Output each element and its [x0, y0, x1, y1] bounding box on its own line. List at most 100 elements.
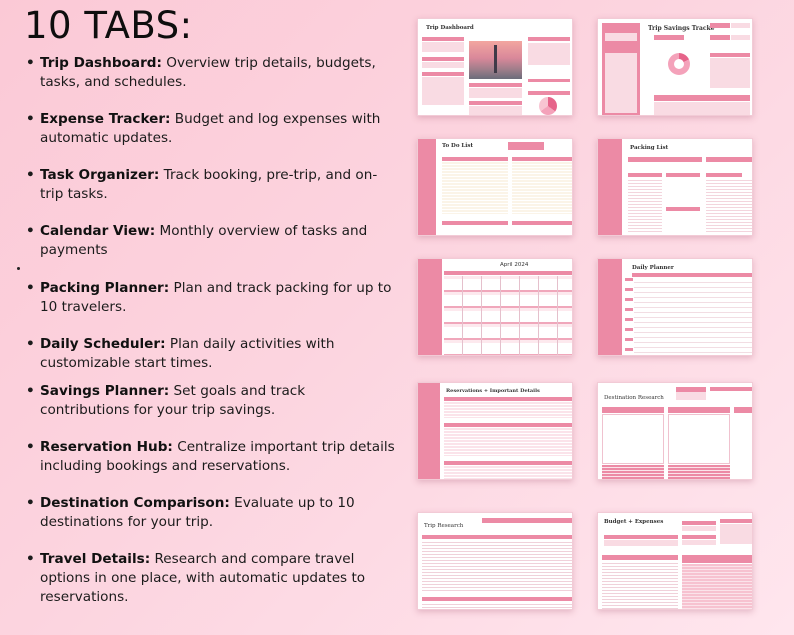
left-to-spend-header [682, 535, 716, 539]
destination-2-header [668, 407, 730, 413]
feature-name: Reservation Hub: [40, 439, 173, 455]
bullet-icon: • [26, 111, 35, 127]
time-column [625, 278, 633, 355]
header-bar [422, 57, 464, 61]
feature-task-organizer: • Task Organizer: Track booking, pre-tri… [26, 166, 396, 204]
bullet-icon: • [26, 336, 35, 352]
bullet-icon: • [26, 280, 35, 296]
feature-packing-planner: • Packing Planner: Plan and track packin… [26, 279, 396, 317]
destination-3-header [734, 407, 752, 413]
sidebar [418, 139, 436, 235]
feature-name: Trip Dashboard: [40, 55, 162, 71]
flights-table [422, 540, 572, 592]
header-bar [528, 91, 570, 95]
feature-name: Travel Details: [40, 551, 151, 567]
sidebar [598, 259, 622, 355]
page-heading: 10 TABS: [24, 4, 193, 47]
clothing-header [628, 173, 662, 177]
accommodation-table [422, 602, 572, 609]
eiffel-tower-icon [494, 45, 497, 73]
expenses-header [682, 555, 752, 563]
feature-daily-scheduler: • Daily Scheduler: Plan daily activities… [26, 335, 396, 373]
budget-table [422, 77, 464, 105]
thumbnail-title: Daily Planner [632, 265, 674, 271]
feature-reservation-hub: • Reservation Hub: Centralize important … [26, 438, 396, 476]
sidebar [598, 139, 622, 235]
budget-overview-header [602, 555, 678, 560]
misc-header [512, 221, 572, 225]
global-ranking-header [710, 387, 752, 391]
feature-desc: Track booking, pre-trip, and on-trip tas… [40, 167, 378, 202]
feature-desc: Plan and track packing for up to 10 trav… [40, 280, 392, 315]
countdown-block [422, 62, 464, 68]
sidebar [418, 259, 442, 355]
feature-name: Daily Scheduler: [40, 336, 166, 352]
calendar-columns [444, 276, 572, 355]
trip-dates-header [604, 535, 678, 539]
feature-desc: Centralize important trip details includ… [40, 439, 395, 474]
thumbnail-trip-research: Trip Research [417, 512, 573, 610]
header-bar [469, 83, 522, 87]
budget-overview-table [602, 561, 678, 609]
feature-trip-dashboard: • Trip Dashboard: Overview trip details,… [26, 54, 396, 92]
accommodation-header [444, 397, 572, 401]
feature-calendar-view: • Calendar View: Monthly overview of tas… [26, 222, 396, 260]
bullet-icon: • [26, 495, 35, 511]
reservations-header [512, 157, 572, 161]
stats-block [508, 142, 544, 150]
expenses-log [682, 564, 752, 609]
destination-2-notes [668, 414, 730, 464]
thumbnail-title: To Do List [442, 143, 473, 149]
thumbnail-destination-research: Destination Research [597, 382, 753, 480]
accommodation-table [444, 402, 572, 418]
feature-name: Expense Tracker: [40, 111, 171, 127]
tasks-block [469, 88, 522, 98]
traveler-1-header [628, 157, 702, 162]
restaurants-header [444, 461, 572, 465]
electronics-header [666, 207, 700, 211]
before-trip-header [442, 157, 508, 161]
donut-hole [674, 59, 684, 69]
flights-table [444, 428, 572, 456]
left-to-save-label [710, 35, 730, 40]
day-header [632, 273, 752, 277]
sidebar-item [605, 33, 637, 41]
reservations-table [512, 162, 572, 214]
destination-1-header [602, 407, 664, 413]
payment-log-header [654, 95, 750, 101]
thumbnail-title: Trip Dashboard [426, 25, 474, 31]
total-saved-label [710, 23, 730, 28]
pie-chart-icon [539, 97, 557, 115]
thumbnail-title: Reservations + Important Details [446, 388, 540, 394]
thumbnail-title: April 2024 [500, 262, 529, 268]
flights-header [444, 423, 572, 427]
feature-desc: Research and compare travel options in o… [40, 551, 366, 605]
feature-destination-comparison: • Destination Comparison: Evaluate up to… [26, 494, 396, 532]
feature-desc: Monthly overview of tasks and payments [40, 223, 368, 258]
feature-desc: Evaluate up to 10 destinations for your … [40, 495, 355, 530]
total-budget-header [682, 521, 716, 525]
toiletries-header [666, 173, 700, 177]
feature-name: Calendar View: [40, 223, 156, 239]
total-budget-value [682, 526, 716, 531]
feature-travel-details: • Travel Details: Research and compare t… [26, 550, 396, 607]
day-before-header [442, 221, 508, 225]
destination-1-ratings [602, 465, 664, 479]
quick-links [605, 53, 637, 113]
thumbnail-calendar: April 2024 [417, 258, 573, 356]
summary-header [482, 518, 572, 523]
thumbnail-budget-expenses: Budget + Expenses [597, 512, 753, 610]
bullet-icon: • [26, 551, 35, 567]
header-bar [469, 101, 522, 105]
feature-desc: Budget and log expenses with automatic u… [40, 111, 381, 146]
destination-picker-label [676, 387, 706, 392]
total-saved-value [731, 23, 750, 28]
thumbnail-savings-tracker: Trip Savings Tracke [597, 18, 753, 116]
thumbnail-title: Budget + Expenses [604, 519, 664, 525]
clothing-list-2 [706, 178, 752, 234]
feature-desc: Set goals and track contributions for yo… [40, 383, 306, 418]
thumbnail-trip-dashboard: Trip Dashboard [417, 18, 573, 116]
restaurants-table [444, 466, 572, 479]
flights-header [422, 535, 572, 539]
bullet-icon: • [26, 439, 35, 455]
